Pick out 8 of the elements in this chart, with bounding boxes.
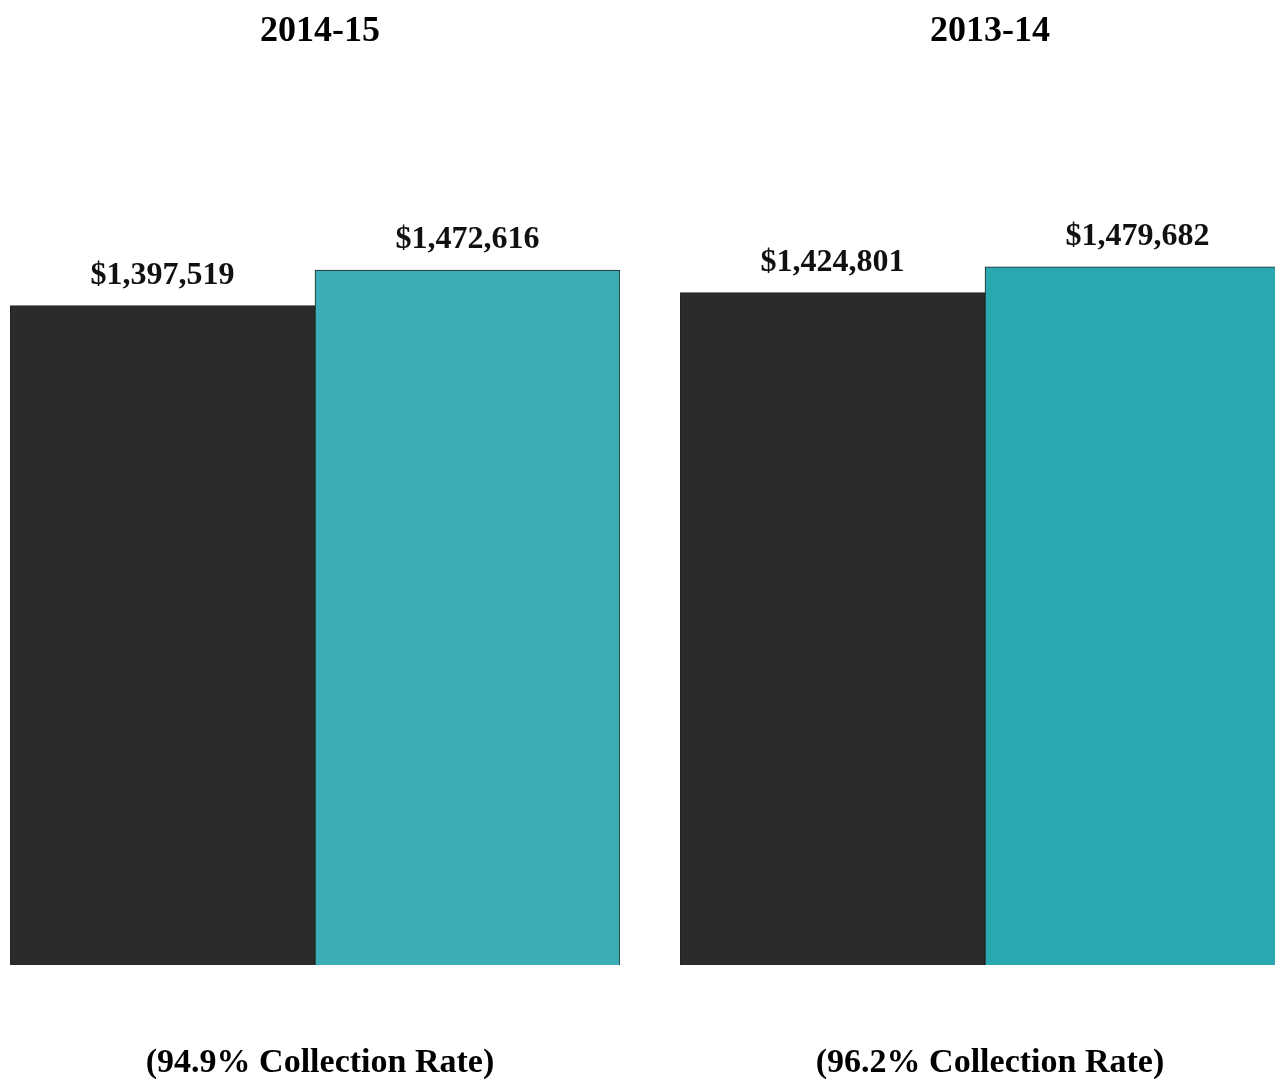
data-label: $1,472,616 (395, 219, 540, 256)
chart-title: 2014-15 (259, 8, 381, 50)
text: (96.2% Collection Rate) (814, 1042, 1166, 1080)
data-label: $1,424,801 (760, 241, 905, 278)
text: (94.9% Collection Rate) (144, 1042, 496, 1080)
data-label: $1,479,682 (1065, 216, 1210, 253)
data-label: $1,397,519 (90, 254, 235, 291)
chart-title: 2013-14 (929, 8, 1051, 50)
